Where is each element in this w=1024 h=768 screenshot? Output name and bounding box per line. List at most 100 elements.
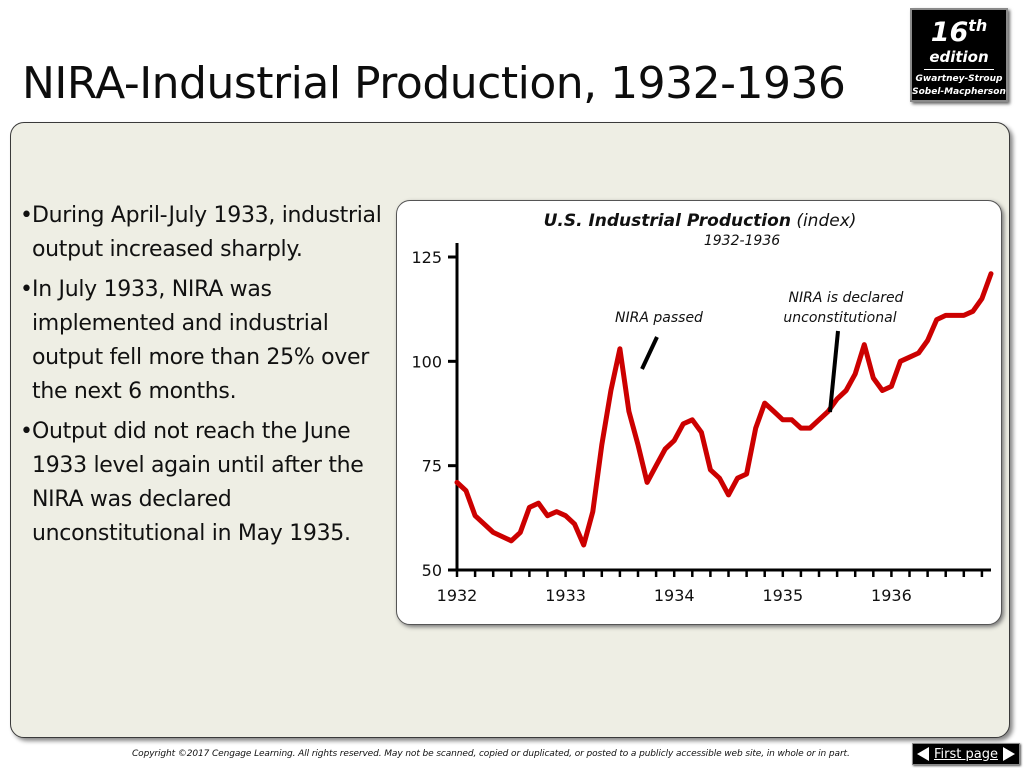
- data-point: [763, 401, 767, 405]
- line-chart: 50 75 100 125 1932 1933 1934 1935 1936 NIRA passe…: [411, 243, 994, 605]
- data-point: [944, 313, 948, 317]
- badge-authors-line-2: Sobel-Macpherson: [912, 87, 1006, 97]
- data-point: [482, 522, 486, 526]
- data-point: [618, 347, 622, 351]
- annotation-pointer-nira-unconstitutional: [828, 330, 840, 413]
- page-title: NIRA-Industrial Production, 1932-1936: [22, 58, 846, 109]
- data-point: [609, 389, 613, 393]
- data-point: [898, 359, 902, 363]
- data-point: [518, 530, 522, 534]
- data-point: [817, 418, 821, 422]
- x-tick-label: 1933: [545, 586, 586, 605]
- data-point: [772, 409, 776, 413]
- data-point: [871, 376, 875, 380]
- y-tick-label: 125: [411, 248, 442, 267]
- data-point: [591, 510, 595, 514]
- bullet-text: During April-July 1933, industrial outpu…: [32, 203, 382, 262]
- data-point: [509, 539, 513, 543]
- data-point: [853, 372, 857, 376]
- chart-panel: U.S. Industrial Production (index) 1932-…: [396, 200, 1002, 625]
- first-page-label: First page: [934, 746, 998, 762]
- badge-authors-line-1: Gwartney-Stroup: [915, 74, 1003, 84]
- data-point: [708, 468, 712, 472]
- first-page-button[interactable]: First page: [912, 743, 1020, 765]
- data-point: [573, 522, 577, 526]
- data-point: [600, 443, 604, 447]
- data-point: [717, 476, 721, 480]
- bullet-text: In July 1933, NIRA was implemented and i…: [32, 277, 369, 404]
- data-point: [555, 510, 559, 514]
- data-point: [690, 418, 694, 422]
- data-point: [917, 351, 921, 355]
- data-point: [464, 489, 468, 493]
- bullet-item: •In July 1933, NIRA was implemented and …: [20, 273, 392, 409]
- data-point: [962, 313, 966, 317]
- y-tick-label: 75: [422, 457, 442, 476]
- data-point: [790, 418, 794, 422]
- data-point: [663, 447, 667, 451]
- data-point: [808, 426, 812, 430]
- chart-subtitle: 1932-1936: [703, 233, 781, 249]
- data-point: [754, 426, 758, 430]
- data-point: [582, 543, 586, 547]
- data-point: [736, 476, 740, 480]
- arrow-left-icon: [917, 747, 929, 761]
- copyright-notice: Copyright ©2017 Cengage Learning. All ri…: [132, 749, 850, 759]
- bullet-text: Output did not reach the June 1933 level…: [32, 419, 364, 546]
- y-tick-label: 50: [422, 561, 442, 580]
- data-point: [926, 338, 930, 342]
- data-point: [844, 389, 848, 393]
- data-point: [953, 313, 957, 317]
- y-tick-label: 100: [411, 352, 442, 371]
- data-point: [627, 409, 631, 413]
- x-tick-label: 1932: [437, 586, 478, 605]
- annotation-nira-unconstitutional-line-2: unconstitutional: [783, 310, 896, 326]
- bullet-list: •During April-July 1933, industrial outp…: [20, 199, 392, 557]
- data-point: [654, 464, 658, 468]
- annotation-pointer-nira-passed: [640, 336, 659, 370]
- data-point: [889, 384, 893, 388]
- data-point: [908, 355, 912, 359]
- x-tick-label: 1936: [871, 586, 912, 605]
- annotation-nira-unconstitutional-line-1: NIRA is declared: [789, 290, 904, 306]
- data-point: [971, 309, 975, 313]
- x-tick-label: 1935: [762, 586, 803, 605]
- data-point: [799, 426, 803, 430]
- edition-number: 16th: [930, 16, 988, 48]
- arrow-right-icon: [1003, 747, 1015, 761]
- badge-divider: [924, 69, 994, 70]
- data-point: [781, 418, 785, 422]
- data-point: [980, 297, 984, 301]
- data-point: [989, 272, 993, 276]
- data-point: [545, 514, 549, 518]
- data-point: [536, 501, 540, 505]
- data-point: [745, 472, 749, 476]
- annotation-nira-passed: NIRA passed: [615, 310, 703, 326]
- data-point: [672, 439, 676, 443]
- bullet-marker: •: [20, 277, 33, 302]
- data-point: [455, 480, 459, 484]
- bullet-item: •During April-July 1933, industrial outp…: [20, 199, 392, 267]
- data-point: [835, 397, 839, 401]
- data-point: [681, 422, 685, 426]
- data-point: [880, 389, 884, 393]
- edition-word: edition: [929, 48, 989, 66]
- bullet-item: •Output did not reach the June 1933 leve…: [20, 415, 392, 551]
- data-point: [473, 514, 477, 518]
- data-point: [727, 493, 731, 497]
- data-point: [527, 505, 531, 509]
- chart-title: U.S. Industrial Production (index): [543, 211, 857, 231]
- bullet-marker: •: [20, 419, 33, 444]
- edition-badge: 16th edition Gwartney-Stroup Sobel-Macph…: [910, 8, 1008, 102]
- x-tick-label: 1934: [654, 586, 695, 605]
- series-line: [454, 271, 994, 548]
- data-point: [862, 343, 866, 347]
- data-point: [935, 318, 939, 322]
- bullet-marker: •: [20, 203, 33, 228]
- data-point: [564, 514, 568, 518]
- data-point: [491, 530, 495, 534]
- data-point: [636, 443, 640, 447]
- data-point: [645, 480, 649, 484]
- data-point: [500, 535, 504, 539]
- data-point: [699, 430, 703, 434]
